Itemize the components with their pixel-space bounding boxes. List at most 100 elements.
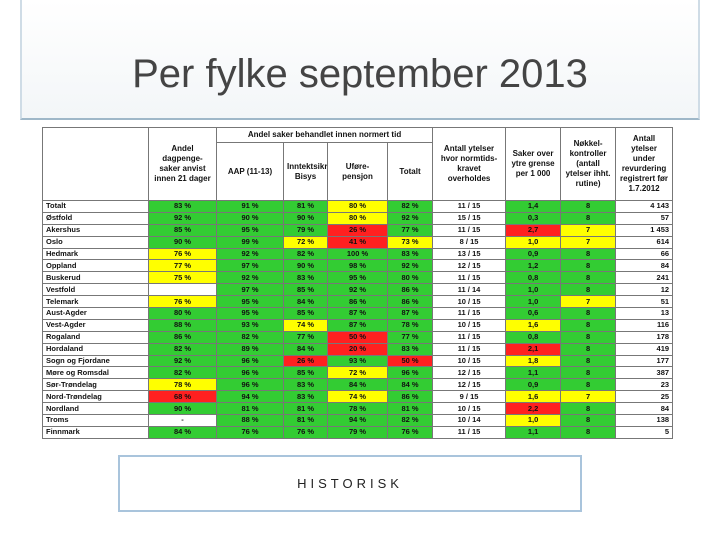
- table-cell: 77 %: [386, 223, 434, 237]
- table-cell: 85 %: [283, 307, 328, 320]
- table-cell: 76 %: [386, 425, 434, 439]
- table-row: Møre og Romsdal 82 % 96 % 85 % 72 % 96 % 12 / …: [42, 366, 674, 380]
- table-cell: Rogaland: [42, 330, 149, 344]
- header-frame: [20, 0, 700, 120]
- table-cell: Hordaland: [42, 342, 149, 356]
- table-cell: 97 %: [216, 259, 284, 273]
- table-cell: 92 %: [148, 354, 217, 368]
- table-row: Hedmark 76 % 92 % 82 % 100 % 83 % 13 / 15 0,9 8 6…: [42, 247, 674, 261]
- table-cell: Sør-Trøndelag: [42, 378, 149, 392]
- table-cell: 1,0: [505, 295, 562, 309]
- table-cell: 1,4: [505, 200, 562, 213]
- table-cell: 8: [560, 211, 617, 225]
- table-row: Troms -88 % 81 % 94 % 82 % 10 / 14 1,0 8 138: [42, 414, 674, 427]
- table-cell: 96 %: [216, 378, 284, 392]
- table-cell: 0,9: [505, 378, 562, 392]
- table-cell: 8: [560, 307, 617, 320]
- table-cell: 11 / 15: [432, 330, 507, 344]
- table-cell: 83 %: [283, 378, 328, 392]
- table-cell: 8 / 15: [432, 235, 507, 249]
- table-cell: 177: [615, 354, 674, 368]
- table-cell: 77 %: [283, 330, 328, 344]
- table-cell: 12: [615, 283, 674, 297]
- table-cell: 1,2: [505, 259, 562, 273]
- table-cell: 138: [615, 414, 674, 427]
- table-cell: 8: [560, 259, 617, 273]
- table-cell: 88 %: [216, 414, 284, 427]
- table-cell: 80 %: [386, 271, 434, 285]
- table-cell: 75 %: [148, 271, 217, 285]
- table-cell: 82 %: [386, 200, 434, 213]
- table-cell: 23: [615, 378, 674, 392]
- table-cell: 1,6: [505, 390, 562, 404]
- table-cell: 13: [615, 307, 674, 320]
- table-cell: 83 %: [386, 342, 434, 356]
- table-cell: Nordland: [42, 402, 149, 416]
- table-cell: 11 / 15: [432, 223, 507, 237]
- table-cell: 92 %: [216, 247, 284, 261]
- table-cell: 8: [560, 330, 617, 344]
- table-cell: Buskerud: [42, 271, 149, 285]
- table-cell: 66: [615, 247, 674, 261]
- header-cell: Antall ytelser under revurdering registr…: [615, 127, 674, 201]
- table-cell: Hedmark: [42, 247, 149, 261]
- table-cell: 76 %: [148, 247, 217, 261]
- table-cell: Østfold: [42, 211, 149, 225]
- header-cell: Totalt: [386, 142, 434, 201]
- table-cell: 86 %: [386, 295, 434, 309]
- table-cell: 82 %: [216, 330, 284, 344]
- header-row: AAP (11-13) Inntektsikr. Bisys Uføre-pensj…: [43, 142, 673, 201]
- table-cell: 82 %: [386, 414, 434, 427]
- table-cell: 92 %: [216, 271, 284, 285]
- table-cell: 50 %: [327, 330, 388, 344]
- table-row: Oslo 90 % 99 % 72 % 41 % 73 % 8 / 15 1,0 7 614: [42, 235, 674, 249]
- table-cell: 80 %: [327, 200, 388, 213]
- table-cell: Nord-Trøndelag: [42, 390, 149, 404]
- table-cell: 79 %: [327, 425, 388, 439]
- table-cell: 85 %: [283, 283, 328, 297]
- table-cell: 84 %: [283, 295, 328, 309]
- table-cell: 86 %: [386, 390, 434, 404]
- table-cell: 8: [560, 414, 617, 427]
- table-cell: 96 %: [216, 366, 284, 380]
- table-cell: 1,6: [505, 318, 562, 332]
- table-cell: 13 / 15: [432, 247, 507, 261]
- table-cell: 84 %: [386, 378, 434, 392]
- table-cell: 1,0: [505, 283, 562, 297]
- table-cell: 8: [560, 366, 617, 380]
- table-row: Akershus 85 % 95 % 79 % 26 % 77 % 11 / 15 2,7 7 1…: [42, 223, 674, 237]
- table-cell: 83 %: [283, 390, 328, 404]
- table-cell: 84 %: [327, 378, 388, 392]
- header-row: Andel dagpenge-saker anvist innen 21 dag…: [42, 126, 674, 201]
- table-cell: 0,3: [505, 211, 562, 225]
- table-cell: 50 %: [386, 354, 434, 368]
- table-cell: 90 %: [283, 259, 328, 273]
- table-cell: 78 %: [327, 402, 388, 416]
- table-cell: 51: [615, 295, 674, 309]
- table-cell: 78 %: [386, 318, 434, 332]
- table-row: Vestfold 97 % 85 % 92 % 86 % 11 / 14 1,0 8 12: [42, 283, 674, 297]
- table-cell: 1,8: [505, 354, 562, 368]
- table-cell: 8: [560, 342, 617, 356]
- table-cell: 76 %: [283, 425, 328, 439]
- table-cell: 7: [560, 390, 617, 404]
- table-cell: 26 %: [283, 354, 328, 368]
- table-cell: 92 %: [148, 211, 217, 225]
- table-cell: 8: [560, 200, 617, 213]
- table-cell: Totalt: [42, 200, 149, 213]
- table-cell: 99 %: [216, 235, 284, 249]
- table-cell: 89 %: [216, 342, 284, 356]
- data-table: Andel dagpenge-saker anvist innen 21 dag…: [42, 126, 674, 439]
- table-cell: 86 %: [327, 295, 388, 309]
- table-row: Vest-Agder 88 % 93 % 74 % 87 % 78 % 10 / 15 1,6…: [42, 318, 674, 332]
- table-cell: 8: [560, 402, 617, 416]
- table-cell: Oslo: [42, 235, 149, 249]
- table-cell: 81 %: [283, 414, 328, 427]
- table-cell: [148, 283, 217, 297]
- table-cell: 84 %: [283, 342, 328, 356]
- table-cell: 419: [615, 342, 674, 356]
- table-cell: 0,6: [505, 307, 562, 320]
- table-cell: 12 / 15: [432, 378, 507, 392]
- table-cell: 98 %: [327, 259, 388, 273]
- table-cell: 1,1: [505, 425, 562, 439]
